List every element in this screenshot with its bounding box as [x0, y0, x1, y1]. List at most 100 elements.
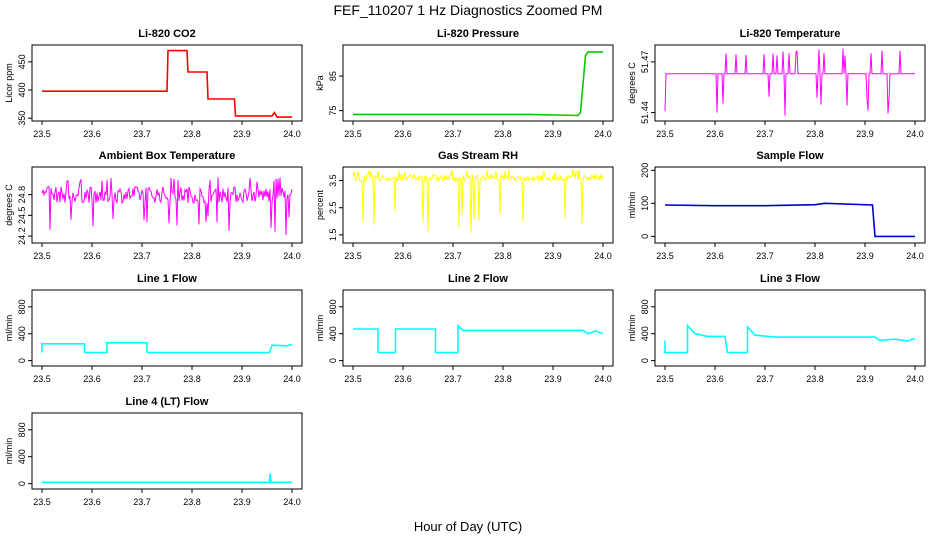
series-line: [664, 202, 915, 238]
panel-1: Li-820 CO2 23.5 23.6 23.7 23.8 23.9 24.0 350 400…: [4, 28, 303, 139]
x-tick-label: 24.0: [283, 497, 301, 507]
panel-data: [42, 49, 292, 118]
y-tick-label: 400: [640, 326, 650, 341]
x-tick-label: 23.8: [494, 129, 512, 139]
y-axis-label: kPa: [315, 75, 325, 91]
y-tick-label: 350: [17, 111, 27, 126]
panel-title: Line 2 Flow: [448, 273, 508, 285]
y-axis-label: ml/min: [627, 192, 637, 219]
x-tick-label: 24.0: [906, 374, 924, 384]
plot-frame: [654, 166, 926, 244]
y-tick-label: 800: [640, 299, 650, 314]
panel-title: Sample Flow: [756, 150, 824, 162]
y-tick-label: 800: [328, 299, 338, 314]
x-tick-label: 24.0: [283, 251, 301, 261]
x-tick-label: 23.6: [83, 129, 101, 139]
x-tick-label: 24.0: [283, 374, 301, 384]
panel-title: Li-820 Temperature: [740, 28, 841, 40]
y-tick-label: 2.5: [328, 201, 338, 214]
y-tick-label: 400: [328, 326, 338, 341]
y-axis-label: ml/min: [315, 315, 325, 342]
panel-title: Li-820 CO2: [138, 28, 195, 40]
series-line: [42, 473, 292, 484]
x-tick-label: 23.5: [656, 374, 674, 384]
x-tick-label: 23.9: [233, 497, 251, 507]
x-tick-label: 23.9: [544, 251, 562, 261]
x-tick-label: 23.9: [856, 129, 874, 139]
panel-9: Line 3 Flow 23.5 23.6 23.7 23.8 23.9 24.0 0 400 8…: [627, 273, 926, 384]
panel-data: [41, 342, 293, 354]
x-tick-label: 24.0: [906, 251, 924, 261]
y-axis-label: percent: [315, 189, 325, 220]
y-tick-label: 100: [640, 196, 650, 211]
plot-frame: [342, 44, 614, 122]
y-tick-label: 3.5: [328, 174, 338, 187]
x-tick-label: 23.7: [756, 129, 774, 139]
x-tick-label: 23.6: [394, 251, 412, 261]
x-tick-label: 23.5: [33, 374, 51, 384]
x-tick-label: 23.8: [183, 251, 201, 261]
panel-data: [352, 168, 604, 234]
panel-data: [664, 202, 915, 238]
x-tick-label: 23.8: [183, 374, 201, 384]
x-tick-label: 23.5: [344, 251, 362, 261]
y-axis-label: degrees C: [4, 184, 14, 226]
panel-title: Line 1 Flow: [137, 273, 197, 285]
panel-title: Li-820 Pressure: [437, 28, 519, 40]
panel-8: Line 2 Flow 23.5 23.6 23.7 23.8 23.9 24.0 0 400 8…: [315, 273, 614, 384]
y-axis-label: ml/min: [4, 438, 14, 465]
panel-title: Line 3 Flow: [760, 273, 820, 285]
x-tick-label: 23.7: [133, 374, 151, 384]
x-tick-label: 23.9: [544, 374, 562, 384]
y-axis-label: ml/min: [627, 315, 637, 342]
y-tick-label: 0: [640, 234, 650, 239]
x-tick-label: 23.8: [494, 251, 512, 261]
x-tick-label: 23.6: [83, 497, 101, 507]
x-tick-label: 24.0: [594, 129, 612, 139]
y-axis-label: Licor ppm: [4, 63, 14, 103]
x-tick-label: 23.9: [856, 251, 874, 261]
y-tick-label: 75: [328, 106, 338, 116]
panel-title: Ambient Box Temperature: [99, 150, 236, 162]
panel-data: [353, 323, 604, 354]
x-tick-label: 23.7: [133, 129, 151, 139]
x-tick-label: 23.5: [33, 251, 51, 261]
panel-10: Line 4 (LT) Flow 23.5 23.6 23.7 23.8 23.9 24.0…: [4, 396, 303, 507]
x-tick-label: 23.6: [394, 374, 412, 384]
x-tick-label: 24.0: [594, 251, 612, 261]
x-tick-label: 23.6: [706, 251, 724, 261]
x-tick-label: 23.7: [133, 251, 151, 261]
x-tick-label: 23.7: [756, 374, 774, 384]
x-tick-label: 23.6: [706, 374, 724, 384]
y-tick-label: 200: [640, 163, 650, 178]
series-line: [41, 177, 293, 236]
panel-data: [664, 323, 916, 354]
x-tick-label: 23.8: [806, 251, 824, 261]
x-tick-label: 23.5: [344, 374, 362, 384]
x-tick-label: 23.6: [394, 129, 412, 139]
y-tick-label: 800: [17, 422, 27, 437]
y-tick-label: 400: [17, 83, 27, 98]
x-tick-label: 23.7: [444, 251, 462, 261]
y-axis-label: degrees C: [627, 62, 637, 104]
x-tick-label: 23.9: [233, 129, 251, 139]
y-tick-label: 24.5: [17, 207, 27, 225]
y-axis-label: ml/min: [4, 315, 14, 342]
x-tick-label: 23.8: [183, 129, 201, 139]
panel-3: Li-820 Temperature 23.5 23.6 23.7 23.8 23.9 24…: [627, 28, 926, 139]
y-tick-label: 400: [17, 326, 27, 341]
plot-frame: [31, 166, 303, 244]
x-tick-label: 23.7: [444, 374, 462, 384]
x-tick-label: 23.7: [444, 129, 462, 139]
x-tick-label: 23.7: [133, 497, 151, 507]
y-tick-label: 24.2: [17, 227, 27, 245]
series-line: [42, 49, 292, 118]
x-tick-label: 23.9: [233, 251, 251, 261]
x-tick-label: 23.6: [706, 129, 724, 139]
figure-xlabel: Hour of Day (UTC): [414, 519, 522, 534]
y-tick-label: 51.44: [640, 101, 650, 124]
y-tick-label: 0: [17, 358, 27, 363]
x-tick-label: 23.8: [806, 129, 824, 139]
x-tick-label: 23.8: [806, 374, 824, 384]
panel-5: Gas Stream RH 23.5 23.6 23.7 23.8 23.9 24.0 1.5…: [315, 150, 614, 261]
